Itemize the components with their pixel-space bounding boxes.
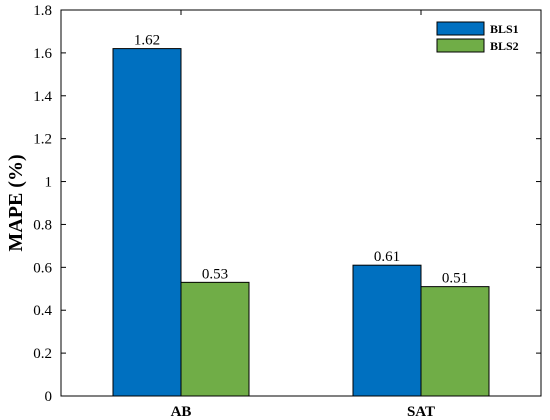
data-label: 1.62 (134, 33, 160, 49)
y-tick-label: 1.6 (33, 46, 52, 62)
bar-bls1-ab (112, 48, 182, 397)
y-axis-ticks: 0 0.2 0.4 0.6 0.8 1 1.2 1.4 1.6 1.8 (33, 3, 541, 405)
legend-label: BLS2 (490, 39, 519, 53)
y-tick-label: 0.8 (33, 217, 52, 233)
y-axis-label: MAPE (%) (5, 154, 27, 251)
data-label: 0.61 (374, 249, 400, 265)
legend-swatch-bls2 (436, 38, 485, 53)
y-tick-label: 1 (45, 175, 53, 191)
bar-bls2-ab (180, 281, 250, 397)
y-tick-label: 0 (45, 389, 53, 405)
data-label: 0.51 (442, 271, 468, 287)
y-tick-label: 0.4 (33, 303, 52, 319)
legend: BLS1 BLS2 (436, 21, 519, 53)
legend-swatch-bls1 (436, 21, 485, 36)
bar-bls1-sat (352, 264, 422, 397)
y-tick-label: 0.2 (33, 346, 52, 362)
x-axis-ticks: AB SAT (171, 10, 435, 420)
x-category-label: SAT (407, 404, 435, 420)
y-tick-label: 0.6 (33, 260, 52, 276)
bars-group (112, 48, 490, 397)
data-label: 0.53 (202, 266, 228, 282)
legend-label: BLS1 (490, 22, 519, 36)
y-tick-label: 1.8 (33, 3, 52, 19)
y-tick-label: 1.4 (33, 89, 52, 105)
axes-box (60, 9, 542, 397)
bar-bls2-sat (420, 286, 490, 397)
x-category-label: AB (171, 404, 192, 420)
y-tick-label: 1.2 (33, 132, 52, 148)
data-labels-group: 1.62 0.53 0.61 0.51 (134, 33, 468, 287)
